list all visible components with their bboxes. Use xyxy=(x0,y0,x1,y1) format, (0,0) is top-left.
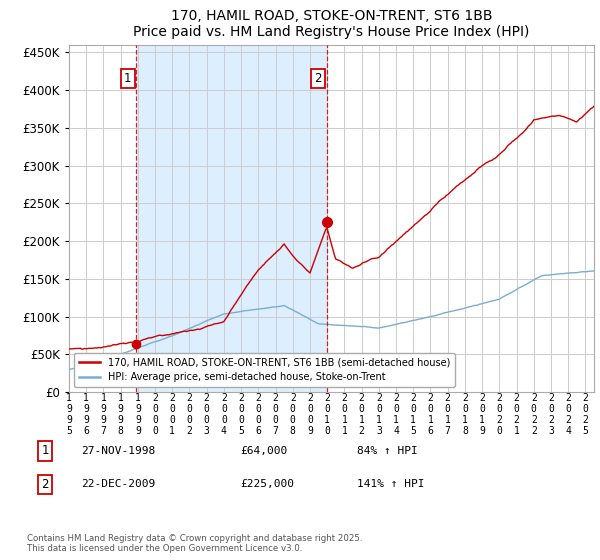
Text: 1: 1 xyxy=(124,72,131,85)
Bar xyxy=(136,45,326,392)
Text: Contains HM Land Registry data © Crown copyright and database right 2025.
This d: Contains HM Land Registry data © Crown c… xyxy=(27,534,362,553)
Text: £225,000: £225,000 xyxy=(240,479,294,489)
Text: £64,000: £64,000 xyxy=(240,446,287,456)
Text: 1: 1 xyxy=(41,444,49,458)
Title: 170, HAMIL ROAD, STOKE-ON-TRENT, ST6 1BB
Price paid vs. HM Land Registry's House: 170, HAMIL ROAD, STOKE-ON-TRENT, ST6 1BB… xyxy=(133,10,530,39)
Text: 27-NOV-1998: 27-NOV-1998 xyxy=(81,446,155,456)
Text: 84% ↑ HPI: 84% ↑ HPI xyxy=(357,446,418,456)
Text: 2: 2 xyxy=(314,72,322,85)
Legend: 170, HAMIL ROAD, STOKE-ON-TRENT, ST6 1BB (semi-detached house), HPI: Average pri: 170, HAMIL ROAD, STOKE-ON-TRENT, ST6 1BB… xyxy=(74,353,455,387)
Text: 22-DEC-2009: 22-DEC-2009 xyxy=(81,479,155,489)
Text: 2: 2 xyxy=(41,478,49,491)
Text: 141% ↑ HPI: 141% ↑ HPI xyxy=(357,479,425,489)
